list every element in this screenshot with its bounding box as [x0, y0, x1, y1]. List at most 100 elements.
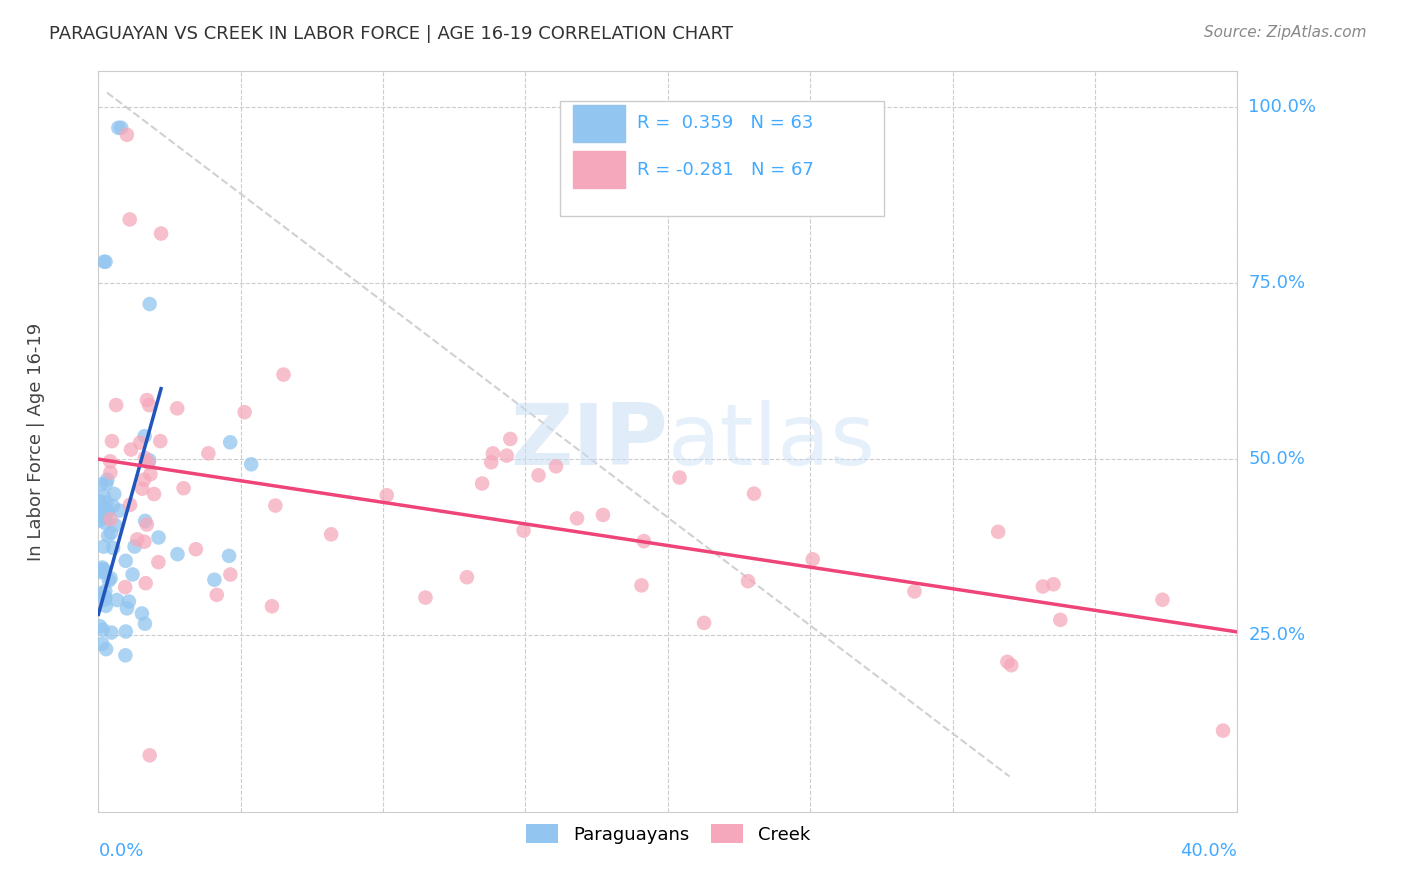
- Text: R = -0.281   N = 67: R = -0.281 N = 67: [637, 161, 814, 178]
- Point: [565, 511, 588, 525]
- Text: 100.0%: 100.0%: [1249, 97, 1316, 116]
- Point: [321, 527, 343, 541]
- Point: [131, 482, 153, 496]
- Point: [127, 533, 149, 547]
- Point: [801, 552, 824, 566]
- Point: [132, 473, 155, 487]
- Point: [120, 498, 142, 512]
- Point: [93, 510, 115, 524]
- Point: [184, 542, 207, 557]
- Point: [124, 540, 146, 554]
- Point: [456, 570, 478, 584]
- Point: [89, 514, 111, 528]
- Text: 0.0%: 0.0%: [98, 842, 143, 860]
- Point: [240, 458, 263, 472]
- Point: [93, 540, 115, 554]
- Point: [98, 466, 121, 480]
- Point: [592, 508, 614, 522]
- Point: [139, 467, 162, 482]
- Point: [166, 547, 188, 561]
- Point: [134, 616, 156, 631]
- Text: In Labor Force | Age 16-19: In Labor Force | Age 16-19: [27, 322, 45, 561]
- Point: [96, 503, 118, 517]
- Point: [218, 549, 240, 563]
- Point: [131, 607, 153, 621]
- Point: [114, 648, 136, 663]
- Point: [544, 459, 567, 474]
- Point: [471, 476, 494, 491]
- Point: [233, 405, 256, 419]
- Point: [105, 593, 128, 607]
- FancyBboxPatch shape: [574, 152, 624, 188]
- Point: [94, 593, 117, 607]
- Point: [1212, 723, 1234, 738]
- Legend: Paraguayans, Creek: Paraguayans, Creek: [519, 817, 817, 851]
- Point: [121, 567, 143, 582]
- Point: [96, 473, 118, 487]
- Point: [94, 590, 117, 604]
- Point: [134, 514, 156, 528]
- Point: [1049, 613, 1071, 627]
- Point: [138, 398, 160, 412]
- Point: [100, 525, 122, 540]
- Point: [93, 500, 115, 515]
- Point: [742, 486, 765, 500]
- Point: [89, 619, 111, 633]
- Point: [633, 534, 655, 549]
- Point: [138, 453, 160, 467]
- Point: [202, 573, 225, 587]
- Point: [995, 655, 1018, 669]
- Point: [148, 555, 170, 569]
- Point: [166, 401, 188, 416]
- Point: [120, 442, 142, 457]
- FancyBboxPatch shape: [560, 101, 884, 216]
- Point: [91, 560, 114, 574]
- Point: [91, 623, 114, 637]
- Point: [97, 529, 120, 543]
- Point: [495, 449, 517, 463]
- Point: [1152, 592, 1174, 607]
- Point: [98, 454, 121, 468]
- Point: [97, 574, 120, 588]
- Point: [737, 574, 759, 589]
- Point: [114, 580, 136, 594]
- Point: [108, 503, 131, 517]
- Text: Source: ZipAtlas.com: Source: ZipAtlas.com: [1204, 25, 1367, 40]
- Point: [91, 563, 114, 577]
- Point: [94, 599, 117, 613]
- Point: [90, 508, 112, 522]
- Point: [100, 571, 122, 585]
- Point: [527, 468, 550, 483]
- Point: [90, 586, 112, 600]
- Point: [375, 488, 398, 502]
- Point: [101, 499, 124, 513]
- Point: [260, 599, 283, 614]
- Point: [482, 446, 505, 460]
- Point: [129, 435, 152, 450]
- Point: [693, 615, 716, 630]
- Point: [96, 476, 118, 491]
- Point: [107, 120, 129, 135]
- Point: [103, 487, 125, 501]
- Point: [630, 578, 652, 592]
- Point: [101, 541, 124, 555]
- Point: [94, 642, 117, 657]
- Point: [118, 594, 141, 608]
- Text: atlas: atlas: [668, 400, 876, 483]
- Point: [105, 398, 128, 412]
- Point: [149, 434, 172, 449]
- Point: [100, 512, 122, 526]
- Text: ZIP: ZIP: [510, 400, 668, 483]
- Point: [89, 494, 111, 508]
- Point: [219, 435, 242, 450]
- Point: [264, 499, 287, 513]
- Point: [114, 554, 136, 568]
- FancyBboxPatch shape: [574, 104, 624, 142]
- Point: [93, 565, 115, 579]
- Point: [1042, 577, 1064, 591]
- Point: [96, 507, 118, 521]
- Point: [115, 128, 138, 142]
- Text: 50.0%: 50.0%: [1249, 450, 1305, 468]
- Point: [479, 455, 502, 469]
- Text: R =  0.359   N = 63: R = 0.359 N = 63: [637, 114, 814, 132]
